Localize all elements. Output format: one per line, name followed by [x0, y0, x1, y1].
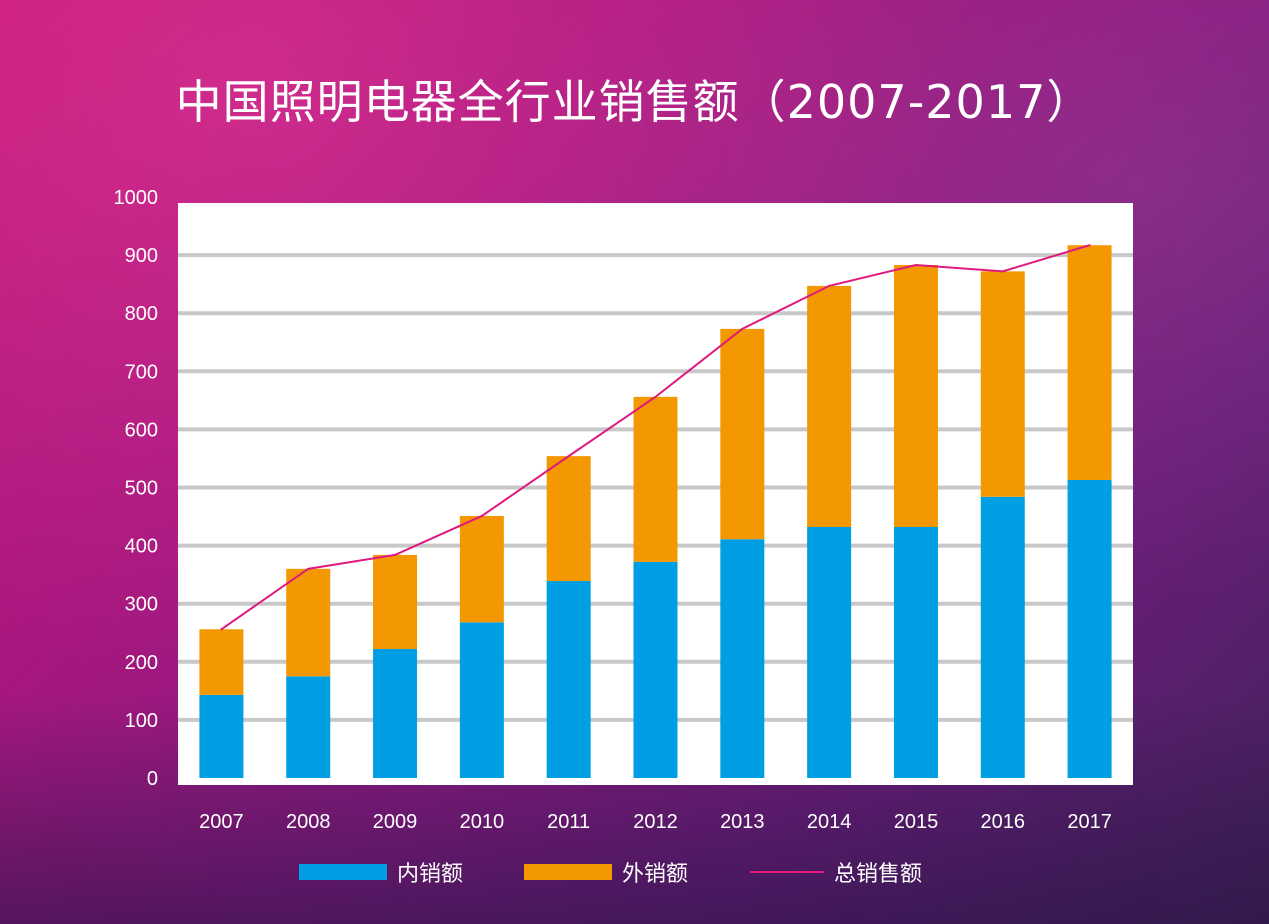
bar-export	[980, 271, 1025, 497]
total-sales-point	[567, 455, 570, 458]
x-tick-label: 2009	[373, 811, 418, 833]
legend-swatch-domestic	[299, 864, 387, 880]
chart-title: 中国照明电器全行业销售额（2007-2017）	[175, 75, 1094, 129]
y-tick-label: 100	[125, 710, 158, 732]
bar-domestic	[807, 527, 852, 778]
x-tick-label: 2015	[894, 811, 939, 833]
y-tick-label: 700	[125, 361, 158, 383]
bar-export	[720, 328, 765, 540]
y-tick-label: 0	[147, 768, 158, 790]
bar-domestic	[199, 694, 244, 778]
x-tick-label: 2011	[547, 811, 590, 833]
x-tick-label: 2016	[981, 811, 1026, 833]
total-sales-point	[307, 567, 310, 570]
y-tick-label: 600	[125, 419, 158, 441]
legend-item-domestic: 内销额	[299, 856, 463, 888]
total-sales-point	[654, 395, 657, 398]
bar-domestic	[286, 676, 331, 778]
total-sales-point	[220, 628, 223, 631]
bar-export	[807, 285, 852, 528]
bar-domestic	[546, 581, 591, 778]
total-sales-point	[1001, 270, 1004, 273]
total-sales-point	[828, 284, 831, 287]
bar-domestic	[1067, 479, 1112, 778]
total-sales-point	[914, 263, 917, 266]
y-tick-label: 300	[125, 594, 158, 616]
y-tick-label: 200	[125, 652, 158, 674]
legend-line-total	[750, 871, 824, 873]
bar-domestic	[893, 527, 938, 778]
y-tick-label: 400	[125, 536, 158, 558]
x-tick-label: 2014	[807, 811, 852, 833]
total-sales-point	[394, 553, 397, 556]
y-tick-label: 900	[125, 245, 158, 267]
total-sales-point	[1088, 244, 1091, 247]
y-tick-label: 500	[125, 478, 158, 500]
bar-domestic	[633, 561, 678, 778]
total-sales-point	[480, 514, 483, 517]
bar-export	[459, 515, 504, 623]
legend-item-total: 总销售额	[750, 856, 922, 888]
total-sales-point	[741, 327, 744, 330]
x-tick-label: 2017	[1067, 811, 1112, 833]
legend-item-export: 外销额	[524, 856, 688, 888]
bar-export	[199, 629, 244, 695]
bar-export	[373, 554, 418, 650]
x-tick-label: 2008	[286, 811, 331, 833]
x-tick-label: 2007	[199, 811, 244, 833]
bar-export	[633, 396, 678, 562]
bar-domestic	[373, 649, 418, 778]
y-tick-label: 1000	[114, 187, 159, 209]
legend-label: 外销额	[622, 862, 689, 887]
bar-export	[546, 456, 591, 582]
bar-export	[893, 264, 938, 528]
x-tick-label: 2013	[720, 811, 765, 833]
legend-label: 总销售额	[834, 862, 923, 887]
legend-swatch-export	[524, 864, 612, 880]
x-tick-label: 2012	[633, 811, 678, 833]
y-tick-label: 800	[125, 303, 158, 325]
bar-export	[1067, 245, 1112, 480]
bar-export	[286, 568, 331, 677]
bar-domestic	[720, 539, 765, 778]
x-tick-label: 2010	[460, 811, 505, 833]
bar-domestic	[980, 496, 1025, 778]
legend-label: 内销额	[397, 862, 464, 887]
bar-domestic	[459, 622, 504, 778]
